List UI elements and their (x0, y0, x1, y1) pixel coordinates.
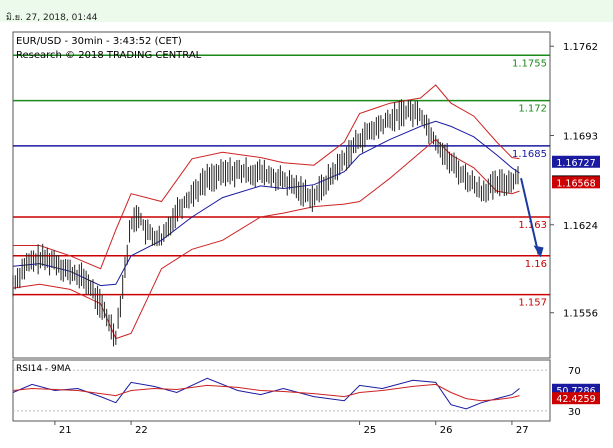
forecast-arrow (520, 177, 544, 258)
price-badge-label: 1.16568 (556, 178, 595, 189)
x-tick-label: 22 (135, 425, 148, 436)
price-badge (552, 155, 600, 168)
price-badge-label: 1.16727 (556, 158, 595, 169)
rsi-badge-label: 42.4259 (556, 394, 595, 405)
rsi-panel (12, 359, 551, 422)
rsi-ma-line (12, 383, 520, 402)
x-tick-label: 26 (440, 425, 453, 436)
rsi-tick-label: 70 (568, 366, 581, 377)
bollinger-upper (13, 84, 520, 270)
price-bars (12, 99, 519, 347)
level-label: 1.1685 (512, 149, 547, 160)
timestamp-bar: มิ.ย. 27, 2018, 01:44 (0, 0, 613, 23)
x-tick-label: 27 (516, 425, 529, 436)
y-tick-label: 1.1624 (563, 221, 598, 232)
x-tick-label: 25 (364, 425, 377, 436)
date-axis: 21 22 25 26 27 (54, 421, 529, 436)
y-tick-label: 1.1762 (563, 42, 598, 53)
x-tick-label: 21 (59, 425, 72, 436)
arrow-head (533, 245, 544, 258)
level-label: 1.1755 (512, 58, 547, 69)
rsi-line (12, 377, 520, 410)
timestamp-text: มิ.ย. 27, 2018, 01:44 (6, 13, 98, 23)
chart-subtitle: Research © 2018 TRADING CENTRAL (16, 50, 202, 61)
price-badge (552, 176, 600, 189)
bollinger-lower (12, 138, 520, 340)
price-panel (12, 31, 551, 359)
y-tick-label: 1.1556 (563, 309, 598, 320)
level-label: 1.157 (518, 298, 547, 309)
rsi-label: RSI14 - 9MA (16, 364, 72, 374)
chart-title: EUR/USD - 30min - 3:43:52 (CET) (16, 36, 182, 47)
y-tick-label: 1.1693 (563, 131, 598, 142)
level-label: 1.16 (525, 259, 547, 270)
rsi-badge-label: 50.7286 (556, 386, 595, 397)
arrow-shaft (520, 177, 540, 255)
level-label: 1.172 (518, 104, 547, 115)
rsi-tick-label: 30 (568, 407, 581, 418)
rsi-badge (552, 392, 600, 405)
price-axis: 1.1762 1.1693 1.1624 1.1556 (550, 42, 598, 320)
